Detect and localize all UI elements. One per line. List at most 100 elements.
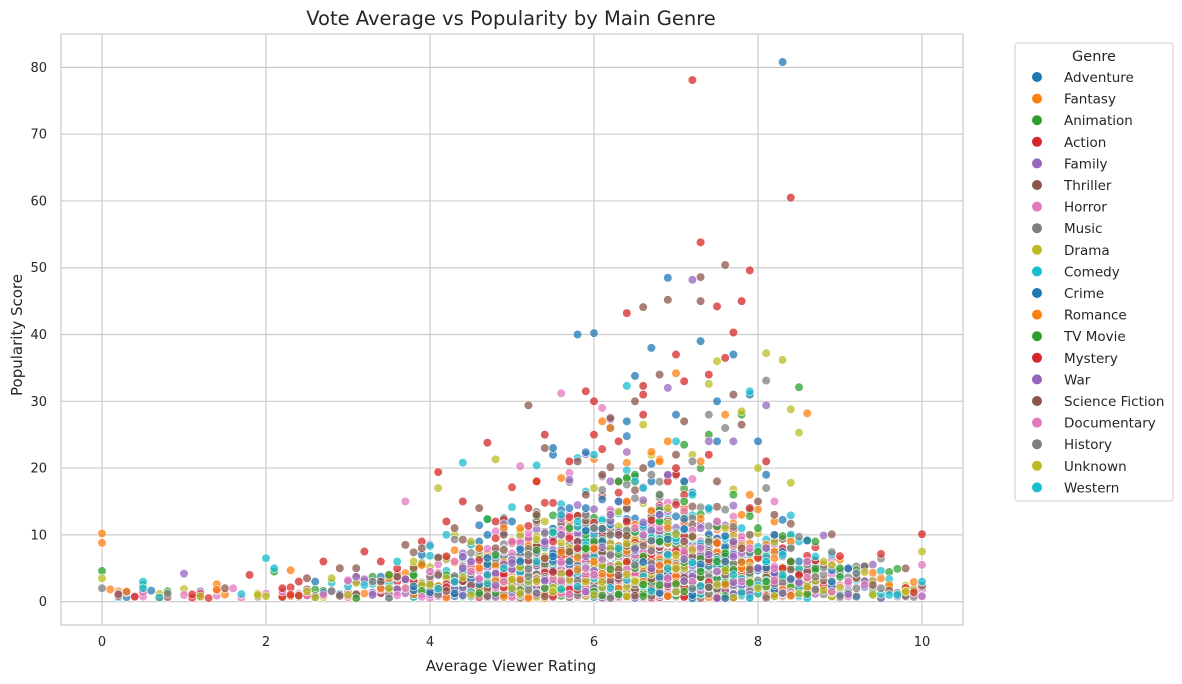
- data-point: [728, 552, 739, 562]
- legend-label: Documentary: [1064, 416, 1156, 432]
- y-axis-label: Popularity Score: [8, 274, 26, 396]
- data-point: [327, 586, 337, 596]
- data-point: [605, 593, 616, 603]
- data-point: [851, 592, 862, 602]
- plot-frame: [60, 33, 964, 626]
- data-point: [605, 530, 616, 540]
- data-point: [318, 590, 329, 600]
- data-point: [728, 500, 739, 511]
- data-point: [622, 516, 632, 527]
- data-point: [630, 485, 640, 495]
- data-point: [695, 456, 706, 466]
- data-point: [515, 544, 525, 554]
- data-point: [450, 588, 460, 599]
- y-tick-label: 0: [39, 595, 47, 610]
- data-point: [671, 436, 681, 446]
- data-point: [654, 477, 665, 487]
- data-point: [794, 382, 804, 392]
- legend-marker: [1032, 439, 1042, 450]
- data-point: [663, 550, 673, 560]
- data-point: [597, 542, 607, 552]
- data-point: [663, 563, 673, 573]
- data-point: [638, 463, 648, 473]
- data-point: [343, 590, 353, 600]
- data-point: [712, 538, 722, 548]
- legend-label: Action: [1064, 135, 1106, 151]
- data-point: [589, 430, 599, 440]
- data-point: [679, 496, 689, 507]
- data-point: [507, 482, 517, 492]
- data-point: [531, 556, 542, 567]
- data-point: [458, 535, 468, 545]
- data-point: [654, 490, 665, 500]
- data-point: [663, 523, 673, 533]
- data-point: [720, 556, 730, 567]
- legend-marker: [1032, 244, 1042, 255]
- data-point: [712, 396, 722, 406]
- data-point: [868, 568, 878, 578]
- data-point: [876, 573, 886, 583]
- data-point: [515, 461, 525, 471]
- data-point: [900, 587, 911, 597]
- legend-frame: [1014, 42, 1174, 502]
- legend-label: War: [1064, 372, 1091, 388]
- data-point: [499, 576, 509, 587]
- data-point: [638, 530, 648, 540]
- data-point: [441, 516, 452, 527]
- data-point: [704, 450, 714, 460]
- data-point: [433, 552, 443, 563]
- data-point: [745, 564, 755, 574]
- data-point: [835, 582, 845, 592]
- data-point: [581, 503, 591, 513]
- data-point: [400, 583, 411, 593]
- data-point: [663, 503, 673, 513]
- data-point: [679, 546, 689, 556]
- data-point: [548, 510, 558, 520]
- data-point: [531, 534, 542, 545]
- data-point: [97, 538, 107, 548]
- data-point: [810, 572, 821, 582]
- data-point: [556, 388, 566, 398]
- data-point: [761, 483, 771, 493]
- data-point: [507, 583, 517, 593]
- data-point: [810, 536, 821, 547]
- data-point: [138, 583, 148, 593]
- data-point: [581, 386, 591, 396]
- data-point: [622, 308, 632, 318]
- data-point: [736, 523, 747, 533]
- data-point: [638, 420, 648, 430]
- data-point: [589, 556, 599, 567]
- series-science-fiction: [302, 369, 763, 583]
- data-point: [646, 535, 657, 546]
- data-point: [753, 546, 763, 557]
- data-point: [638, 591, 648, 601]
- data-point: [786, 519, 796, 529]
- data-point: [409, 556, 419, 567]
- data-point: [417, 543, 427, 553]
- data-point: [818, 530, 829, 541]
- data-point: [679, 476, 689, 487]
- data-point: [499, 563, 509, 573]
- data-point: [269, 563, 279, 573]
- data-point: [786, 565, 796, 575]
- data-point: [761, 470, 771, 480]
- data-point: [638, 495, 648, 505]
- data-point: [597, 494, 607, 505]
- data-point: [384, 593, 394, 603]
- data-point: [777, 531, 788, 541]
- data-point: [531, 460, 542, 470]
- data-point: [892, 564, 903, 574]
- data-point: [441, 530, 452, 540]
- data-point: [704, 521, 714, 531]
- legend-marker: [1032, 352, 1042, 363]
- legend-label: Fantasy: [1064, 92, 1116, 108]
- data-point: [523, 400, 534, 410]
- data-point: [261, 591, 271, 601]
- data-point: [679, 440, 689, 450]
- data-point: [146, 586, 156, 596]
- x-tick-label: 2: [262, 635, 270, 650]
- data-point: [613, 570, 624, 581]
- data-point: [540, 443, 550, 453]
- data-point: [835, 551, 845, 561]
- data-point: [638, 381, 648, 391]
